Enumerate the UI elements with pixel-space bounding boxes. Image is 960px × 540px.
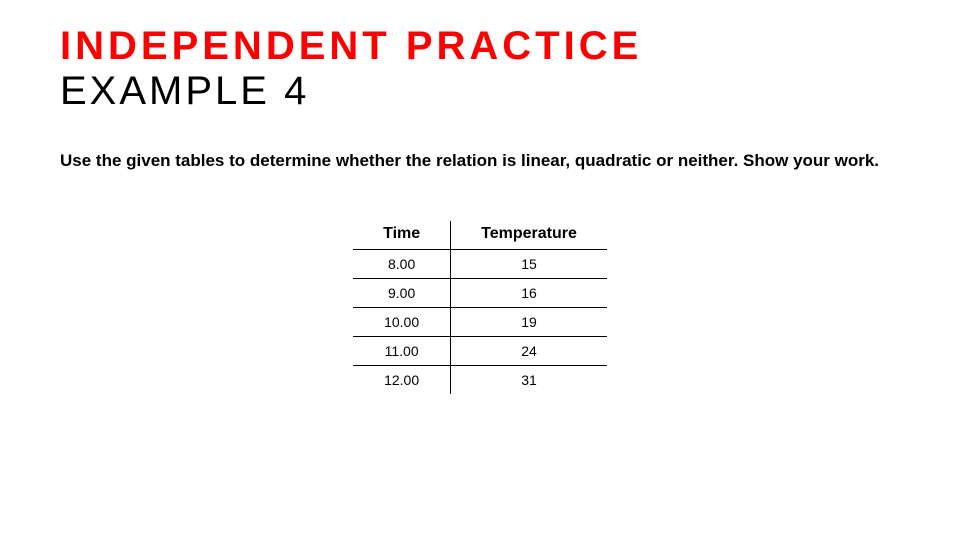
cell-temp: 15 bbox=[451, 249, 607, 278]
table-container: Time Temperature 8.00 15 9.00 16 10.00 1… bbox=[60, 221, 900, 394]
title-line2: EXAMPLE 4 bbox=[60, 69, 900, 114]
cell-temp: 24 bbox=[451, 336, 607, 365]
data-table: Time Temperature 8.00 15 9.00 16 10.00 1… bbox=[353, 221, 607, 394]
cell-time: 12.00 bbox=[353, 365, 451, 394]
cell-time: 8.00 bbox=[353, 249, 451, 278]
col-header-time: Time bbox=[353, 221, 451, 250]
cell-time: 10.00 bbox=[353, 307, 451, 336]
table-row: 9.00 16 bbox=[353, 278, 607, 307]
cell-temp: 31 bbox=[451, 365, 607, 394]
table-header-row: Time Temperature bbox=[353, 221, 607, 250]
table-row: 10.00 19 bbox=[353, 307, 607, 336]
table-row: 12.00 31 bbox=[353, 365, 607, 394]
instructions-text: Use the given tables to determine whethe… bbox=[60, 150, 900, 173]
cell-time: 11.00 bbox=[353, 336, 451, 365]
cell-time: 9.00 bbox=[353, 278, 451, 307]
table-row: 11.00 24 bbox=[353, 336, 607, 365]
title-line1: INDEPENDENT PRACTICE bbox=[60, 24, 900, 69]
col-header-temperature: Temperature bbox=[451, 221, 607, 250]
table-row: 8.00 15 bbox=[353, 249, 607, 278]
cell-temp: 16 bbox=[451, 278, 607, 307]
cell-temp: 19 bbox=[451, 307, 607, 336]
